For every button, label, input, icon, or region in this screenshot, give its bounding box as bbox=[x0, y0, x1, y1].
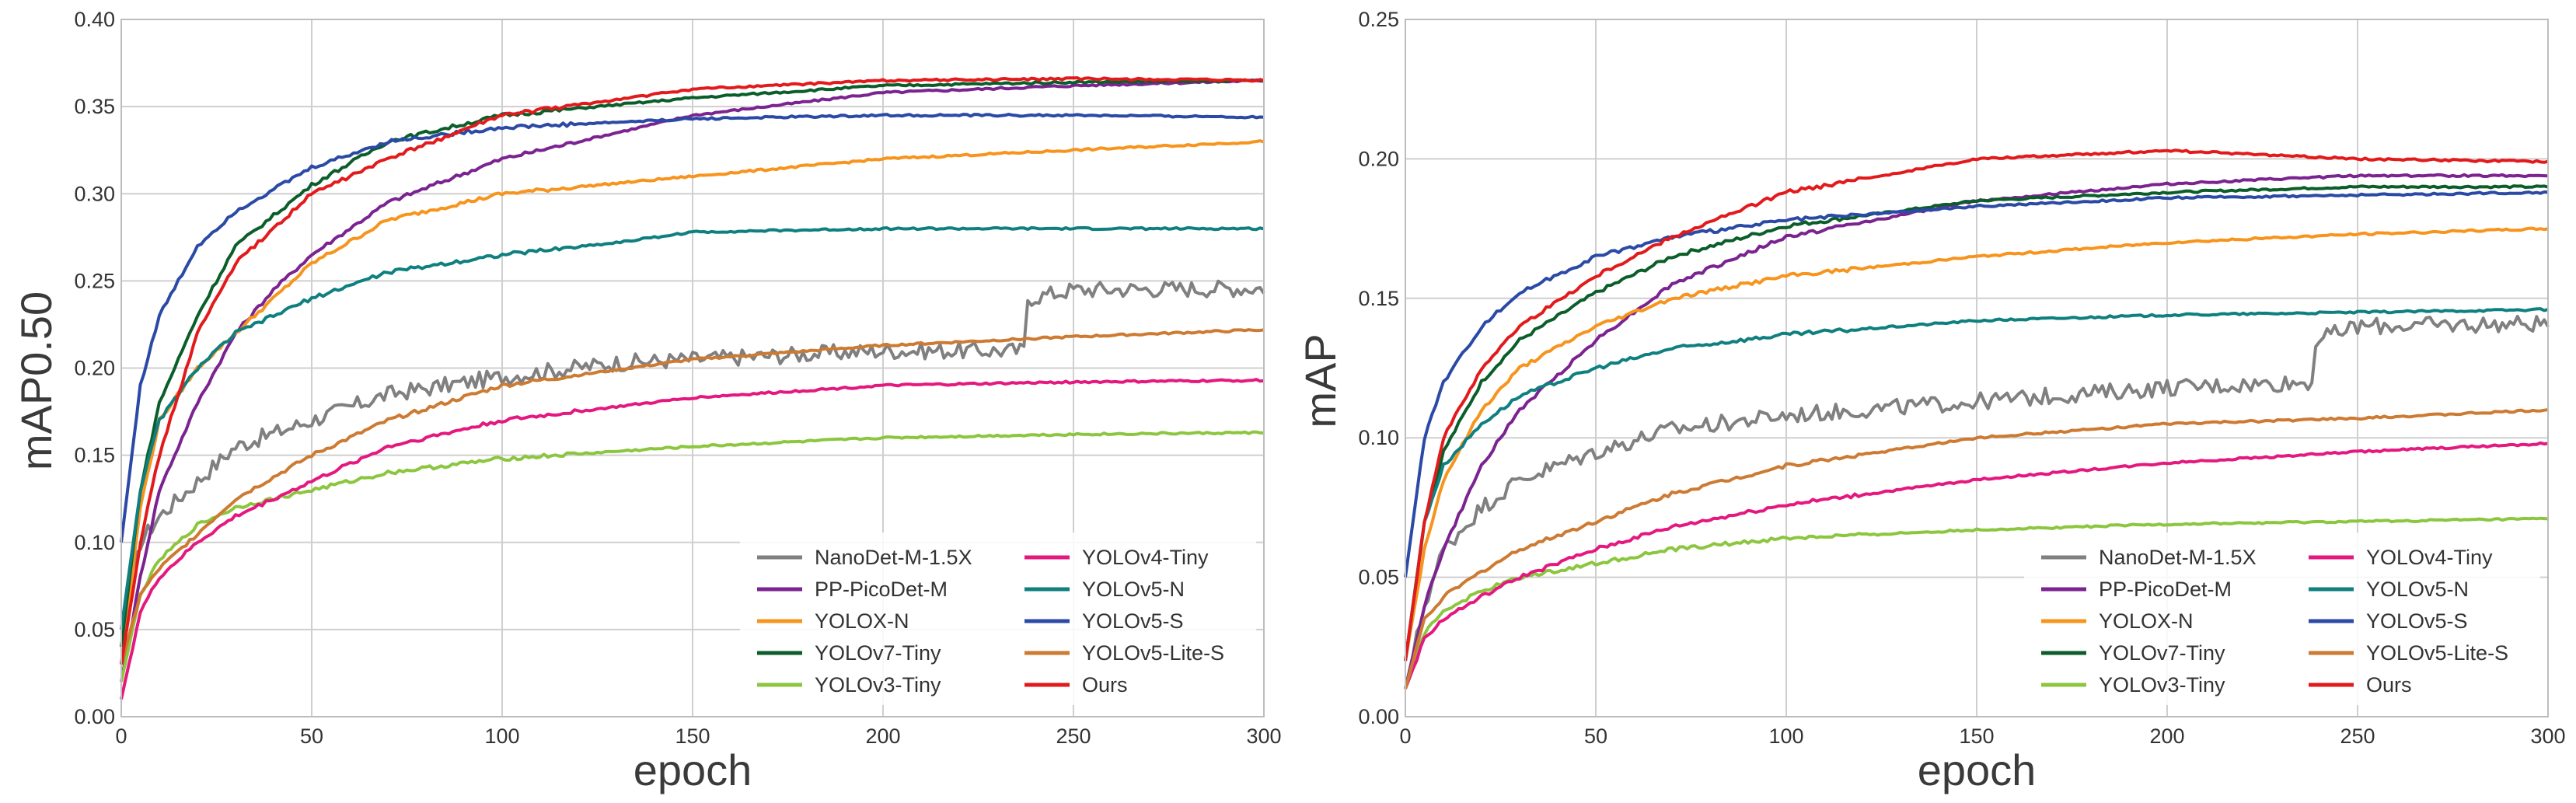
x-tick-label: 200 bbox=[865, 724, 900, 748]
series-line-yolov3-tiny bbox=[1404, 516, 2549, 690]
x-tick-label: 0 bbox=[1399, 724, 1411, 748]
y-tick-label: 0.35 bbox=[74, 95, 115, 118]
y-tick-label: 0.10 bbox=[1358, 426, 1399, 449]
legend-label: YOLOv7-Tiny bbox=[2099, 641, 2225, 665]
y-axis-title: mAP bbox=[1296, 333, 1345, 428]
y-tick-label: 0.20 bbox=[1358, 147, 1399, 170]
series-line-yolov5-n bbox=[120, 225, 1265, 630]
y-tick-label: 0.25 bbox=[74, 269, 115, 292]
legend-label: YOLOv3-Tiny bbox=[815, 673, 941, 697]
y-tick-label: 0.00 bbox=[74, 705, 115, 728]
legend-label: PP-PicoDet-M bbox=[2099, 578, 2232, 601]
series-line-yolov7-tiny bbox=[120, 78, 1265, 648]
legend-label: YOLOv5-S bbox=[1082, 609, 1184, 633]
series-line-pp-picodet-m bbox=[120, 79, 1265, 683]
legend-background bbox=[740, 532, 1256, 705]
legend-label: YOLOv4-Tiny bbox=[1082, 546, 1209, 569]
series-line-ours bbox=[120, 76, 1265, 665]
x-tick-label: 150 bbox=[675, 724, 710, 748]
legend-label: YOLOX-N bbox=[2099, 609, 2194, 633]
x-tick-label: 250 bbox=[1056, 724, 1091, 748]
x-tick-label: 100 bbox=[1768, 724, 1803, 748]
y-tick-label: 0.20 bbox=[74, 357, 115, 380]
y-tick-label: 0.10 bbox=[74, 531, 115, 554]
series-line-yolov4-tiny bbox=[1404, 441, 2549, 690]
x-tick-label: 50 bbox=[1584, 724, 1607, 748]
series-line-yolov3-tiny bbox=[120, 430, 1265, 683]
legend-label: YOLOv5-Lite-S bbox=[2366, 641, 2508, 665]
legend-label: YOLOv7-Tiny bbox=[815, 641, 941, 665]
legend-label: NanoDet-M-1.5X bbox=[2099, 546, 2257, 569]
x-tick-label: 50 bbox=[300, 724, 323, 748]
legend: NanoDet-M-1.5X PP-PicoDet-M YOLOX-N YOLOv7-… bbox=[2024, 532, 2540, 705]
x-tick-label: 200 bbox=[2149, 724, 2184, 748]
y-axis-title: mAP0.50 bbox=[12, 292, 61, 470]
legend-label: NanoDet-M-1.5X bbox=[815, 546, 972, 569]
legend-label: YOLOv5-Lite-S bbox=[1082, 641, 1224, 665]
plot-frame bbox=[1405, 19, 2549, 717]
legend-label: YOLOv4-Tiny bbox=[2366, 546, 2493, 569]
legend-label: PP-PicoDet-M bbox=[815, 578, 948, 601]
series-line-yolov4-tiny bbox=[120, 378, 1265, 700]
legend-label: YOLOX-N bbox=[815, 609, 909, 633]
y-tick-label: 0.30 bbox=[74, 182, 115, 205]
series-line-yolox-n bbox=[1404, 226, 2549, 662]
y-tick-label: 0.00 bbox=[1358, 705, 1399, 728]
series-line-yolov7-tiny bbox=[1404, 184, 2549, 662]
x-tick-label: 250 bbox=[2340, 724, 2375, 748]
series-line-yolov5-lite-s bbox=[120, 328, 1265, 665]
x-tick-label: 300 bbox=[2530, 724, 2565, 748]
series-line-ours bbox=[1404, 148, 2549, 662]
y-tick-label: 0.15 bbox=[74, 444, 115, 467]
legend-label: YOLOv3-Tiny bbox=[2099, 673, 2225, 697]
series-line-yolov5-s bbox=[120, 113, 1265, 543]
x-tick-label: 100 bbox=[484, 724, 519, 748]
x-axis-title: epoch bbox=[634, 745, 752, 794]
y-tick-label: 0.05 bbox=[1358, 566, 1399, 589]
legend-label: YOLOv5-N bbox=[2366, 578, 2469, 601]
chart-panel-left: mAP0.50 epoch 0.00 0.05 0.10 0.15 0.20 0.25 0.… bbox=[12, 8, 1282, 794]
y-tick-label: 0.05 bbox=[74, 618, 115, 641]
legend-label: YOLOv5-S bbox=[2366, 609, 2468, 633]
legend-label: YOLOv5-N bbox=[1082, 578, 1185, 601]
series-line-yolov5-lite-s bbox=[1404, 408, 2549, 690]
series-line-yolov5-n bbox=[1404, 307, 2549, 662]
y-tick-label: 0.15 bbox=[1358, 287, 1399, 310]
legend: NanoDet-M-1.5X PP-PicoDet-M YOLOX-N YOLOv7-… bbox=[740, 532, 1256, 705]
series-line-yolov5-s bbox=[1404, 190, 2549, 578]
series-line-nanodet-m-1-5x bbox=[120, 279, 1265, 665]
x-axis-title: epoch bbox=[1918, 745, 2037, 794]
series-line-yolox-n bbox=[120, 139, 1265, 665]
x-tick-label: 300 bbox=[1246, 724, 1281, 748]
legend-label: Ours bbox=[2366, 673, 2412, 697]
x-tick-label: 150 bbox=[1959, 724, 1994, 748]
chart-panel-right: mAP epoch 0.00 0.05 0.10 0.15 0.20 0.25 0 50 100… bbox=[1296, 8, 2566, 794]
y-tick-label: 0.40 bbox=[74, 8, 115, 31]
legend-background bbox=[2024, 532, 2540, 705]
series-line-nanodet-m-1-5x bbox=[1404, 315, 2550, 690]
plot-frame bbox=[120, 19, 1265, 717]
legend-label: Ours bbox=[1082, 673, 1128, 697]
x-tick-label: 0 bbox=[115, 724, 127, 748]
y-tick-label: 0.25 bbox=[1358, 8, 1399, 31]
